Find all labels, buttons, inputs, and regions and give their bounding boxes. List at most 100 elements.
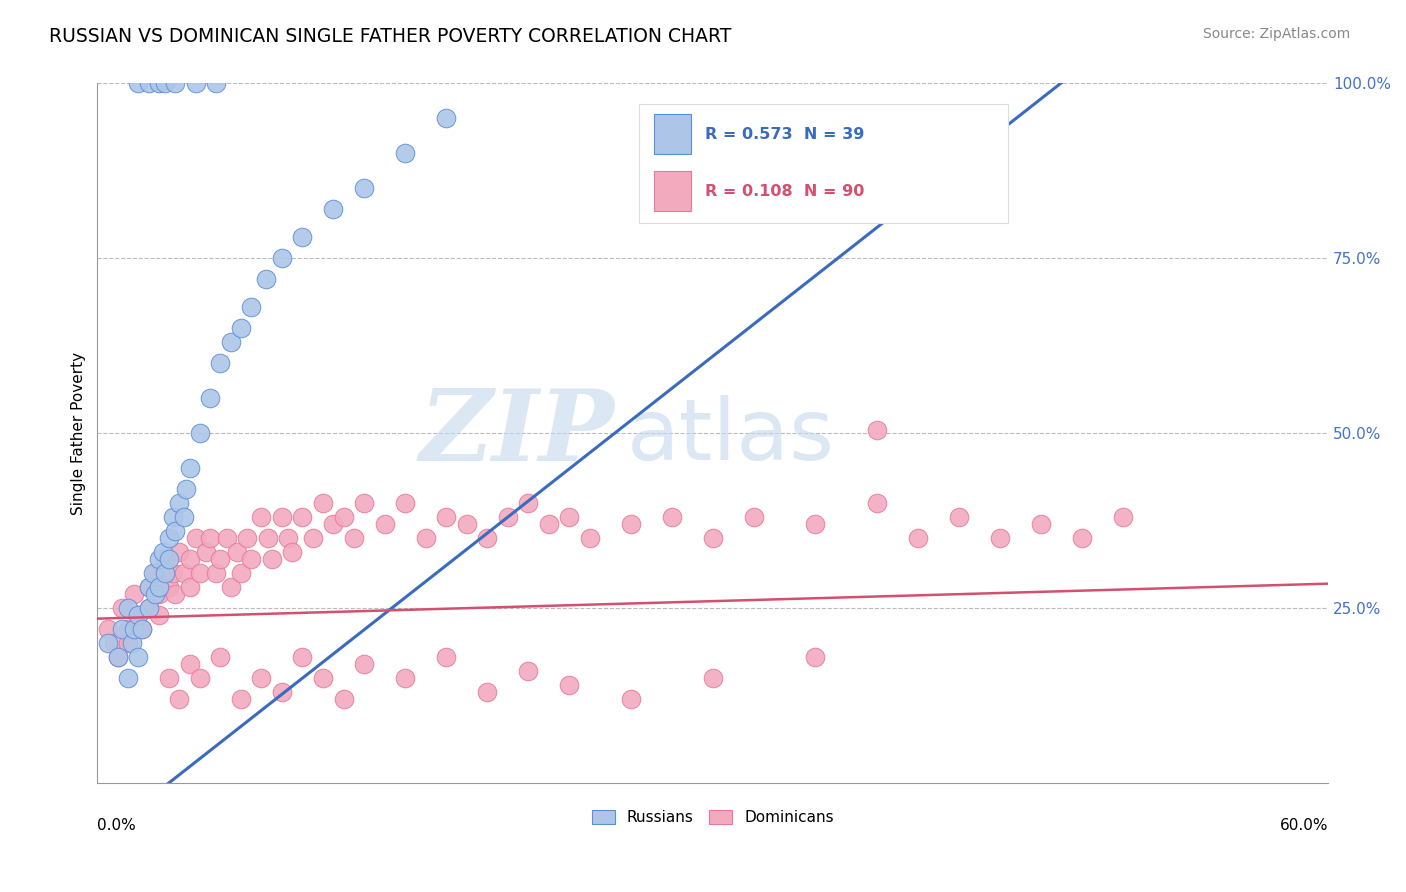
Point	[322, 517, 344, 532]
Point	[1029, 517, 1052, 532]
Point	[312, 496, 335, 510]
Point	[537, 517, 560, 532]
Point	[250, 671, 273, 685]
Point	[256, 531, 278, 545]
Point	[804, 650, 827, 665]
Point	[434, 650, 457, 665]
Point	[143, 566, 166, 581]
Point	[143, 587, 166, 601]
Point	[236, 531, 259, 545]
Point	[157, 580, 180, 594]
Point	[184, 531, 207, 545]
Text: RUSSIAN VS DOMINICAN SINGLE FATHER POVERTY CORRELATION CHART: RUSSIAN VS DOMINICAN SINGLE FATHER POVER…	[49, 27, 731, 45]
Point	[107, 650, 129, 665]
Point	[312, 671, 335, 685]
Point	[148, 552, 170, 566]
Point	[152, 545, 174, 559]
Point	[271, 685, 294, 699]
Point	[169, 545, 191, 559]
Point	[291, 650, 314, 665]
Point	[209, 356, 232, 370]
Point	[373, 517, 395, 532]
Point	[271, 252, 294, 266]
Point	[475, 685, 498, 699]
Point	[209, 552, 232, 566]
Point	[434, 112, 457, 126]
Point	[456, 517, 478, 532]
Point	[179, 552, 201, 566]
Point	[117, 671, 139, 685]
Point	[229, 321, 252, 335]
Point	[188, 671, 211, 685]
Point	[124, 622, 146, 636]
Point	[219, 580, 242, 594]
Point	[148, 77, 170, 91]
Y-axis label: Single Father Poverty: Single Father Poverty	[72, 351, 86, 515]
Point	[117, 622, 139, 636]
Point	[127, 650, 149, 665]
Point	[620, 692, 643, 706]
Point	[198, 391, 221, 405]
Point	[353, 657, 375, 672]
Point	[225, 545, 247, 559]
Point	[131, 622, 153, 636]
Point	[179, 461, 201, 475]
Point	[742, 510, 765, 524]
Point	[254, 272, 277, 286]
Point	[804, 517, 827, 532]
Point	[394, 146, 416, 161]
Point	[165, 77, 187, 91]
Point	[157, 552, 180, 566]
Point	[205, 77, 228, 91]
Point	[578, 531, 600, 545]
Point	[188, 426, 211, 441]
Point	[148, 587, 170, 601]
Point	[169, 692, 191, 706]
Point	[179, 657, 201, 672]
Point	[271, 510, 294, 524]
Point	[517, 496, 540, 510]
Point	[142, 566, 165, 581]
Point	[162, 566, 184, 581]
Point	[277, 531, 299, 545]
Point	[169, 496, 191, 510]
Text: atlas: atlas	[627, 395, 835, 478]
Point	[117, 601, 139, 615]
Point	[165, 524, 187, 539]
Point	[127, 77, 149, 91]
Point	[198, 531, 221, 545]
Point	[195, 545, 218, 559]
Point	[434, 510, 457, 524]
Point	[127, 608, 149, 623]
Point	[301, 531, 323, 545]
Point	[97, 622, 120, 636]
Point	[475, 531, 498, 545]
Point	[148, 580, 170, 594]
Point	[209, 650, 232, 665]
Point	[153, 552, 176, 566]
Point	[517, 664, 540, 678]
Point	[866, 496, 889, 510]
Point	[907, 531, 929, 545]
Point	[496, 510, 519, 524]
Point	[138, 580, 160, 594]
Point	[138, 601, 160, 615]
Point	[229, 566, 252, 581]
Point	[153, 77, 176, 91]
Point	[353, 496, 375, 510]
Text: Source: ZipAtlas.com: Source: ZipAtlas.com	[1202, 27, 1350, 41]
Point	[138, 601, 160, 615]
Point	[219, 335, 242, 350]
Point	[205, 566, 228, 581]
Point	[153, 566, 176, 581]
Point	[111, 622, 134, 636]
Point	[103, 636, 125, 650]
Point	[620, 517, 643, 532]
Point	[157, 671, 180, 685]
Point	[332, 692, 354, 706]
Point	[1071, 531, 1094, 545]
Point	[948, 510, 970, 524]
Point	[702, 531, 724, 545]
Point	[131, 622, 153, 636]
Point	[240, 301, 263, 315]
